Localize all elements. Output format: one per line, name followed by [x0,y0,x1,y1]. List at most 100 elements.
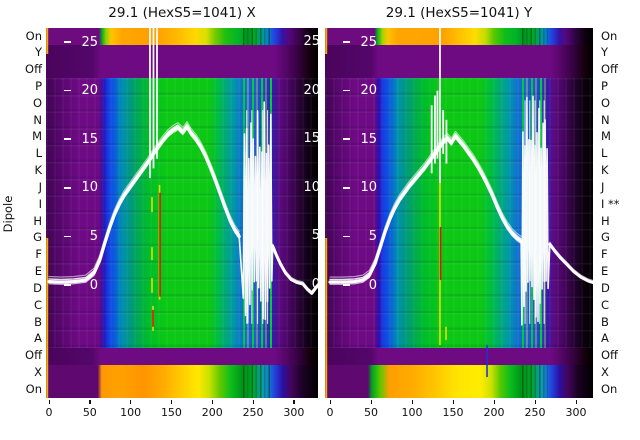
curve-overlay [325,28,593,398]
profile-curve-strand [329,130,522,278]
row-label: B [601,314,609,329]
value-tick-mark [64,284,71,286]
value-tick-mark [343,41,350,43]
x-tick-label: 250 [524,406,546,419]
row-label: P [35,78,42,93]
x-tick-mark [252,399,254,404]
x-tick-mark [329,399,331,404]
left-panel-title: 29.1 (HexS5=1041) X [108,5,256,21]
heatmap-bottom-band [46,364,318,398]
value-tick-label: 0 [64,278,98,293]
x-tick-mark [411,399,413,404]
row-label: On [25,28,42,43]
x-tick-mark [575,399,577,404]
row-label: K [34,163,42,178]
curve-overlay [46,28,318,398]
edge-value-label: 5 [311,228,318,244]
streak-texture [522,28,548,45]
x-tick-label: 200 [201,406,223,419]
value-tick-number: 15 [360,131,377,147]
x-tick-mark [170,399,173,404]
value-tick-number: 5 [89,228,98,244]
value-tick-mark [343,284,350,286]
heatmap-panel-x: 25 25 20 20 15 15 10 10 5 5 0 0 [46,28,318,398]
row-label: Y [34,45,42,60]
x-tick-mark [89,399,91,404]
value-tick-label: 25 [64,34,98,50]
x-tick-mark [452,399,454,404]
edge-value-label: 15 [303,131,318,147]
row-label: N [33,112,42,127]
heatmap-off-band-top [325,45,593,78]
value-tick-mark [64,138,71,141]
row-label: I [38,196,42,211]
row-label: L [601,146,608,161]
row-label: O [601,95,611,110]
row-label: M [601,129,611,144]
heatmap-panel-y: 25 20 15 10 5 0 [325,28,593,398]
value-tick-label: 20 [64,83,98,99]
x-tick-mark [211,399,213,404]
profile-tail-strand [549,241,593,282]
x-tick-label: 200 [483,406,505,419]
heatmap-off-band-bottom [325,348,593,365]
row-label: K [601,163,609,178]
value-tick-label: 5 [343,229,377,244]
row-label: F [35,247,42,262]
profile-curve-strand [329,132,522,281]
edge-value-label: 0 [311,277,318,292]
row-label: M [32,129,42,144]
x-tick-label: 0 [45,406,53,419]
value-tick-label: 10 [343,180,377,196]
value-tick-mark [343,187,350,189]
streak-texture [522,364,548,398]
x-tick-mark [534,399,536,404]
edge-value-label: 25 [303,34,318,50]
heatmap-bottom-band [325,364,593,398]
row-label: O [32,95,42,110]
row-label: Off [25,348,42,363]
x-tick-label: 300 [565,406,587,419]
value-tick-label: 0 [343,277,377,293]
value-tick-mark [64,187,71,189]
x-tick-label: 300 [283,406,305,419]
row-label: Off [601,348,618,363]
value-tick-mark [343,138,350,141]
profile-curve-strand [48,121,240,278]
row-label: On [25,381,42,396]
profile-tail-strand [272,243,318,292]
value-tick-number: 15 [81,131,98,147]
row-label: E [34,264,42,279]
value-tick-number: 20 [81,83,98,99]
heatmap-top-band [46,28,318,45]
value-tick-number: 10 [360,180,377,196]
profile-tail [271,244,318,295]
streak-texture [243,28,272,45]
row-label: D [601,280,610,295]
profile-curve-strand [329,137,522,285]
value-tick-label: 25 [343,34,377,50]
profile-curve-strand [48,128,240,285]
x-tick-label: 150 [160,406,182,419]
value-tick-label: 15 [343,131,377,147]
row-label: N [601,112,610,127]
x-tick-mark [130,399,132,404]
value-tick-number: 25 [81,34,98,50]
x-tick-label: 0 [326,406,334,419]
value-tick-label: 5 [64,228,98,244]
value-tick-number: 25 [360,34,377,50]
row-label: X [601,365,609,380]
value-tick-mark [64,235,71,238]
x-tick-label: 100 [401,406,423,419]
row-label: Y [601,45,609,60]
x-tick-label: 50 [364,406,378,419]
x-tick-mark [48,399,50,404]
row-label: P [601,78,608,93]
profile-curve [328,134,523,284]
value-tick-number: 0 [368,277,377,293]
row-label: F [601,247,608,262]
edge-value-label: 10 [303,179,318,195]
value-tick-mark [64,41,71,43]
row-label: On [601,28,618,43]
